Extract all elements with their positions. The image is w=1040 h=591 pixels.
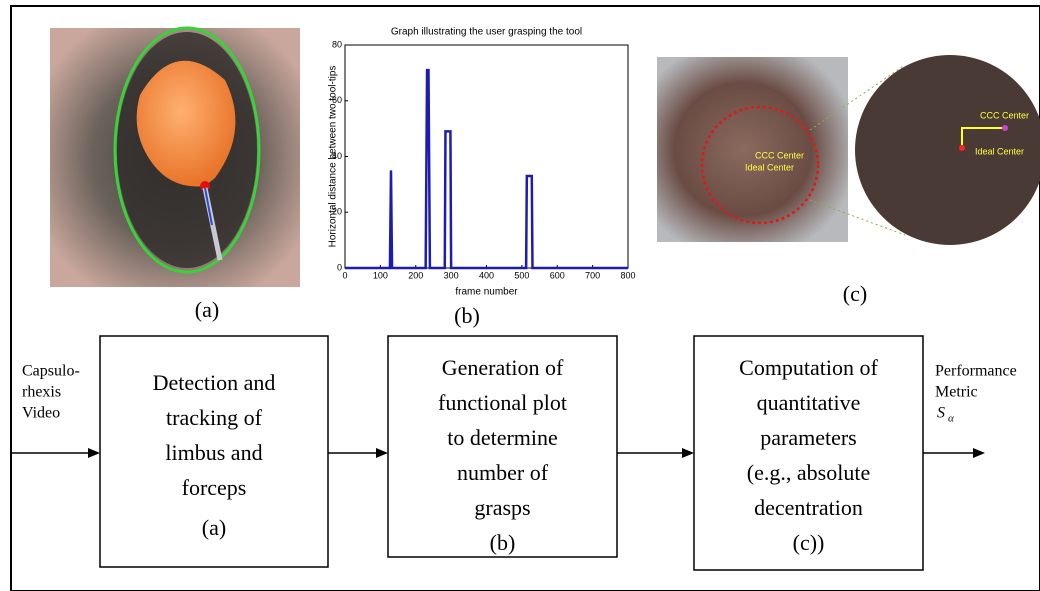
input-label: Capsulo-	[22, 363, 80, 380]
box-text: grasps	[474, 495, 530, 520]
arrow-head	[88, 448, 100, 458]
x-tick-label: 800	[620, 270, 635, 280]
output-label: Performance	[935, 363, 1017, 380]
arrow-head	[376, 448, 388, 458]
output-subscript: α	[948, 413, 954, 425]
chart-title: Graph illustrating the user grasping the…	[391, 27, 582, 38]
x-tick-label: 100	[373, 270, 388, 280]
annotation: CCC Center	[980, 110, 1029, 120]
flow-diagram: Capsulo-rhexis Video Detection and tracking…	[12, 336, 1017, 570]
box-text: to determine	[447, 425, 558, 450]
annotation: Ideal Center	[745, 162, 794, 172]
box-text: functional plot	[438, 390, 567, 415]
box-text: limbus and	[165, 440, 262, 465]
input-label: Video	[22, 405, 60, 422]
box-text: parameters	[760, 425, 857, 450]
surgery-image-a	[50, 28, 300, 287]
box-label: (c))	[793, 530, 825, 555]
x-tick-label: 200	[408, 270, 423, 280]
y-tick-label: 60	[332, 95, 342, 105]
x-tick-label: 600	[550, 270, 565, 280]
box-text: Detection and	[153, 370, 276, 395]
box-text: decentration	[754, 495, 863, 520]
annotation: Ideal Center	[975, 146, 1024, 156]
y-tick-label: 0	[337, 262, 342, 272]
box-label: (a)	[202, 515, 226, 540]
y-tick-label: 20	[332, 207, 342, 217]
figure: (a) Graph illustrating the user grasping…	[0, 0, 1040, 591]
y-tick-label: 40	[332, 151, 342, 161]
x-tick-label: 0	[342, 270, 347, 280]
grasp-chart: Graph illustrating the user grasping the…	[328, 27, 636, 298]
y-tick-label: 80	[332, 39, 342, 49]
x-tick-label: 400	[479, 270, 494, 280]
box-text: number of	[457, 460, 549, 485]
input-label: rhexis	[22, 384, 61, 401]
x-tick-label: 700	[585, 270, 600, 280]
x-axis-label: frame number	[455, 287, 518, 298]
box-text: tracking of	[166, 405, 263, 430]
arrow-head	[682, 448, 694, 458]
output-label: Metric	[935, 384, 978, 401]
plot-area	[345, 45, 628, 268]
box-text: Computation of	[739, 355, 878, 380]
output-symbol: S	[937, 405, 945, 422]
x-tick-label: 500	[514, 270, 529, 280]
x-tick-label: 300	[444, 270, 459, 280]
box-text: forceps	[182, 475, 247, 500]
box-label: (b)	[490, 530, 516, 555]
box-text: quantitative	[757, 390, 861, 415]
panel-label: (c)	[843, 281, 867, 306]
panel-label: (b)	[454, 303, 480, 328]
box-text: (e.g., absolute	[747, 460, 870, 485]
annotation: CCC Center	[755, 150, 804, 160]
arrow-head	[973, 448, 985, 458]
panel-label: (a)	[195, 297, 219, 322]
box-text: Generation of	[442, 355, 564, 380]
